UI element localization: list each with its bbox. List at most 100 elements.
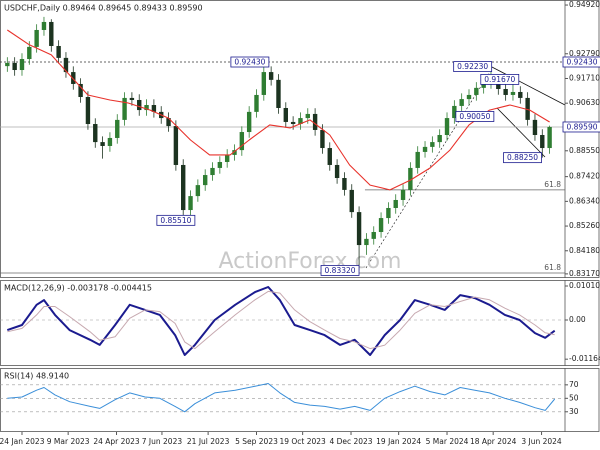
- candle-body: [415, 151, 420, 168]
- annotation-box: [503, 152, 542, 164]
- price-annotation: 0.85510: [156, 214, 196, 226]
- annotation-text: 0.85510: [160, 216, 191, 225]
- candle: [444, 112, 450, 141]
- candle-body: [503, 89, 508, 95]
- x-tick-label: 19 Oct 2023: [279, 437, 326, 446]
- candle: [466, 89, 472, 105]
- candle-body: [364, 238, 369, 246]
- candle-body: [356, 212, 362, 246]
- candle: [188, 190, 193, 216]
- candle: [393, 194, 398, 214]
- candle: [12, 57, 17, 76]
- candle-body: [371, 232, 376, 239]
- candle: [298, 112, 303, 130]
- x-tick-label: 19 Jan 2024: [376, 437, 421, 446]
- candle-body: [27, 46, 32, 60]
- annotation-text: 0.90050: [459, 112, 490, 121]
- annotation-text: 0.92430: [234, 58, 265, 67]
- panel-title: MACD(12,26,9) -0.003178 -0.004415: [4, 284, 152, 293]
- candle-body: [217, 161, 223, 168]
- candle: [144, 99, 149, 116]
- candle: [173, 120, 179, 171]
- candle-body: [34, 29, 39, 47]
- price-annotation: 0.83320: [320, 265, 360, 276]
- candle-body: [49, 21, 54, 46]
- candle: [137, 94, 142, 116]
- candle: [540, 129, 545, 158]
- candle: [210, 162, 215, 181]
- candle-body: [474, 87, 479, 95]
- y-tick-label: 0.83170: [569, 269, 600, 278]
- x-tick-label: 3 Jun 2024: [521, 437, 562, 446]
- axis-price-label-box: [562, 56, 600, 68]
- candle: [415, 146, 420, 174]
- candle: [115, 114, 120, 144]
- candle-body: [181, 164, 186, 211]
- candle: [525, 92, 530, 126]
- candle: [334, 159, 340, 184]
- candle-body: [246, 111, 252, 133]
- panel-frame: [0, 0, 600, 278]
- candle-body: [71, 72, 76, 84]
- candle: [400, 184, 406, 206]
- candle: [386, 202, 391, 224]
- annotation-text: 0.91670: [484, 75, 515, 84]
- candle: [378, 212, 384, 238]
- candle: [129, 92, 135, 106]
- x-tick-label: 18 Apr 2024: [470, 437, 517, 446]
- candle-body: [41, 21, 47, 30]
- y-tick-label: 30: [569, 407, 579, 416]
- candle: [224, 149, 230, 168]
- panel-frame: [0, 280, 600, 366]
- annotation-box: [320, 265, 360, 276]
- candle: [151, 99, 157, 118]
- y-tick-label: 0.94920: [569, 0, 600, 9]
- axis-price-label-box: [562, 121, 600, 133]
- y-tick-label: 0.87420: [569, 172, 600, 181]
- candle: [342, 172, 347, 196]
- candle: [100, 136, 105, 159]
- candle: [327, 142, 332, 171]
- candle: [290, 116, 296, 130]
- candle: [217, 156, 223, 174]
- candle-body: [481, 83, 486, 88]
- annotation-box: [453, 61, 493, 72]
- axis-price-label: 0.92430: [562, 56, 600, 68]
- y-tick-label: -0.011645: [569, 354, 600, 363]
- candle: [56, 40, 61, 64]
- candle-body: [151, 105, 157, 112]
- moving-average: [6, 29, 550, 191]
- candle-body: [430, 142, 435, 147]
- annotation-text: 0.92230: [457, 62, 488, 71]
- axis-price-label: 0.89590: [562, 121, 600, 133]
- candle-body: [459, 99, 464, 106]
- candle: [232, 144, 237, 161]
- candle-body: [232, 150, 237, 155]
- candle-body: [144, 105, 149, 111]
- candle-body: [122, 97, 127, 120]
- x-tick-label: 24 Jan 2023: [0, 437, 45, 446]
- y-tick-label: 0.86340: [569, 196, 600, 205]
- series-line: [7, 290, 555, 350]
- candle: [166, 112, 171, 132]
- candle-body: [268, 72, 274, 80]
- candle-body: [19, 59, 25, 71]
- candle: [63, 52, 69, 78]
- candle-body: [290, 121, 296, 125]
- candle: [364, 233, 369, 255]
- x-tick-label: 7 Jun 2023: [142, 437, 183, 446]
- candle: [422, 141, 428, 158]
- candle: [107, 132, 113, 152]
- x-tick-label: 24 Apr 2023: [93, 437, 140, 446]
- candle-body: [261, 72, 267, 95]
- candle-body: [129, 97, 135, 100]
- candle-body: [85, 97, 91, 125]
- candle-body: [166, 118, 171, 127]
- series-line: [7, 383, 556, 413]
- y-tick-label: 0.92790: [569, 49, 600, 58]
- candle-body: [107, 137, 113, 146]
- candle: [5, 57, 10, 72]
- x-tick-label: 21 Jul 2023: [187, 437, 230, 446]
- x-tick-label: 9 Mar 2023: [47, 437, 90, 446]
